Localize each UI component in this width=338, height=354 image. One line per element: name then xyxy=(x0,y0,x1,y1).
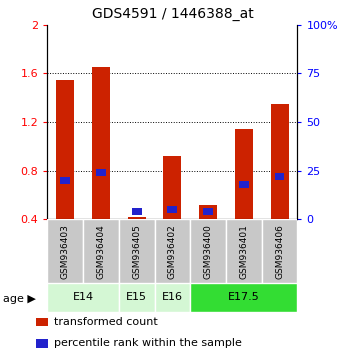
Bar xyxy=(132,208,142,215)
Bar xyxy=(262,219,297,283)
Text: E17.5: E17.5 xyxy=(228,292,260,302)
Bar xyxy=(235,130,253,219)
Text: age ▶: age ▶ xyxy=(3,294,36,304)
Text: transformed count: transformed count xyxy=(54,317,158,327)
Bar xyxy=(154,283,190,312)
Bar xyxy=(92,67,110,219)
Bar xyxy=(83,219,119,283)
Title: GDS4591 / 1446388_at: GDS4591 / 1446388_at xyxy=(92,7,253,21)
Text: GSM936405: GSM936405 xyxy=(132,224,141,279)
Bar xyxy=(190,283,297,312)
Text: percentile rank within the sample: percentile rank within the sample xyxy=(54,338,242,348)
Bar xyxy=(203,208,213,215)
Bar xyxy=(239,181,249,188)
Bar xyxy=(275,173,285,180)
Bar xyxy=(96,169,106,176)
Bar xyxy=(56,80,74,219)
Bar xyxy=(119,219,154,283)
Text: GSM936404: GSM936404 xyxy=(96,224,105,279)
Bar xyxy=(154,219,190,283)
Text: E15: E15 xyxy=(126,292,147,302)
Bar xyxy=(37,318,48,326)
Text: GSM936401: GSM936401 xyxy=(239,224,248,279)
Bar xyxy=(37,339,48,348)
Bar xyxy=(190,219,226,283)
Bar xyxy=(47,283,119,312)
Bar xyxy=(164,156,181,219)
Text: GSM936402: GSM936402 xyxy=(168,224,177,279)
Bar xyxy=(119,283,154,312)
Text: GSM936406: GSM936406 xyxy=(275,224,284,279)
Bar xyxy=(199,205,217,219)
Bar xyxy=(60,177,70,184)
Text: GSM936403: GSM936403 xyxy=(61,224,70,279)
Bar xyxy=(167,206,177,213)
Bar xyxy=(128,217,146,219)
Text: E16: E16 xyxy=(162,292,183,302)
Text: E14: E14 xyxy=(72,292,94,302)
Bar xyxy=(47,219,83,283)
Text: GSM936400: GSM936400 xyxy=(203,224,213,279)
Bar xyxy=(271,104,289,219)
Bar xyxy=(226,219,262,283)
